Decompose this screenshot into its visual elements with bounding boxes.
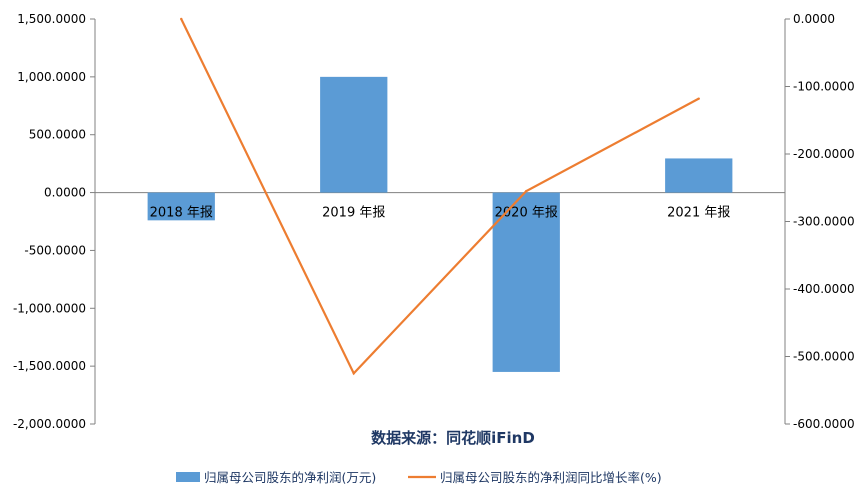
right-tick-label: -500.0000 — [793, 350, 855, 364]
left-tick-label: -500.0000 — [24, 243, 86, 257]
line-point — [525, 189, 528, 193]
chart-axes — [94, 19, 786, 424]
category-label: 2019 年报 — [322, 206, 385, 221]
bar — [320, 76, 388, 193]
legend: 归属母公司股东的净利润(万元) 归属母公司股东的净利润同比增长率(%) — [176, 470, 662, 485]
bar-series — [147, 76, 733, 372]
category-labels: 2018 年报 2019 年报 2020 年报 2021 年报 — [150, 206, 731, 221]
right-tick-label: -100.0000 — [793, 80, 855, 94]
bar — [492, 192, 560, 372]
right-axis-ticks: 0.0000 -100.0000 -200.0000 -300.0000 -400.00… — [785, 12, 855, 431]
right-tick-label: -600.0000 — [793, 417, 855, 431]
source-label: 数据来源：同花顺iFinD — [371, 429, 535, 447]
left-tick-label: 0.0000 — [44, 186, 86, 200]
left-tick-label: -1,500.0000 — [13, 359, 86, 373]
legend-bar-swatch — [176, 472, 200, 482]
line-point — [180, 17, 183, 21]
right-tick-label: -400.0000 — [793, 282, 855, 296]
left-tick-label: 500.0000 — [29, 128, 86, 142]
line-point — [352, 372, 355, 375]
growth-rate-line — [180, 18, 700, 376]
right-tick-label: -300.0000 — [793, 215, 855, 229]
bar — [147, 192, 215, 221]
right-tick-label: 0.0000 — [793, 12, 835, 26]
bar — [665, 158, 733, 193]
legend-bar-label: 归属母公司股东的净利润(万元) — [204, 470, 376, 485]
left-tick-label: 1,500.0000 — [17, 12, 86, 26]
right-tick-label: -200.0000 — [793, 147, 855, 161]
legend-line-label: 归属母公司股东的净利润同比增长率(%) — [440, 470, 662, 485]
left-tick-label: 1,000.0000 — [17, 70, 86, 84]
left-axis-ticks: 1,500.0000 1,000.0000 500.0000 0.0000 -500.0… — [13, 12, 95, 431]
left-tick-label: -1,000.0000 — [13, 301, 86, 315]
category-label: 2021 年报 — [667, 206, 730, 221]
line-point — [697, 97, 700, 100]
line-series — [180, 17, 700, 376]
left-tick-label: -2,000.0000 — [13, 417, 86, 431]
category-label: 2018 年报 — [150, 206, 213, 221]
